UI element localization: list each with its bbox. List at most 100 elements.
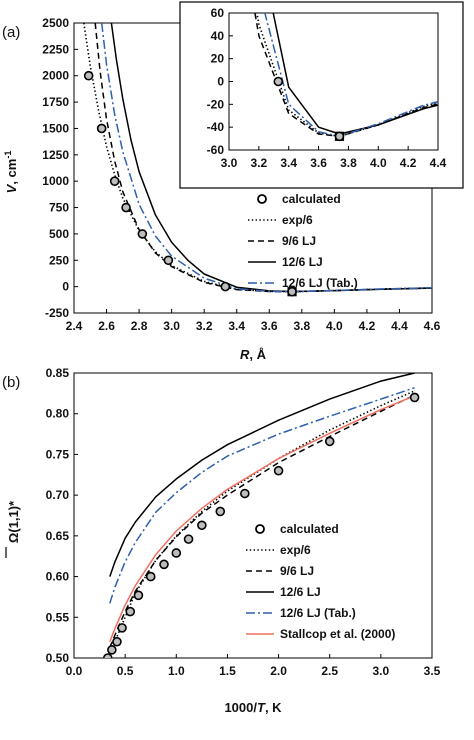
panel-a-x-tick-label: 4.2	[359, 319, 376, 333]
panel-b-y-tick-label: 0.50	[46, 651, 70, 665]
panel-b-x-tick-label: 0.0	[66, 664, 83, 678]
panel-a: (a) -250 0 250 500 750 1000 1250 1500 1750 2000 22…	[2, 1, 464, 362]
panel-a-y-tick-label: 750	[49, 201, 69, 215]
panel-a-inset-minimum-square	[334, 131, 345, 141]
panel-a-inset-x-tick-label: 4.4	[430, 156, 447, 170]
panel-a-y-tick-label: 2500	[42, 16, 69, 30]
panel-b-legend-label: 12/6 LJ	[280, 585, 321, 599]
panel-b-calculated-point	[183, 534, 194, 544]
panel-b-plot-frame	[73, 372, 433, 659]
panel-a-inset-y-tick-label: 0	[217, 75, 224, 89]
panel-b-x-tick-label: 1.0	[168, 664, 185, 678]
panel-a-inset-lines	[254, 13, 438, 142]
panel-a-inset-y-tick-label: -20	[207, 97, 225, 111]
panel-b-calculated-point	[133, 590, 144, 601]
panel-a-legend-marker-calculated	[257, 194, 267, 204]
panel-a-calculated-point	[121, 202, 131, 213]
panel-b-calculated-point	[324, 436, 335, 447]
panel-a-x-axis-unit: , Å	[249, 347, 266, 362]
panel-a-calculated-point	[137, 229, 148, 239]
panel-b-series-12-6-lj	[109, 373, 415, 577]
panel-b-x-ticks: 0.0 0.5 1.0 1.5 2.0 2.5 3.0 3.5	[66, 654, 441, 678]
panel-a-y-tick-label: 1000	[42, 174, 69, 188]
panel-b-x-tick-label: 2.0	[270, 664, 287, 678]
panel-a-x-tick-label: 2.4	[66, 319, 83, 333]
panel-a-inset-y-tick-label: 60	[211, 6, 225, 20]
panel-b-legend-label: 12/6 LJ (Tab.)	[280, 606, 356, 620]
panel-a-y-axis-unit: , cm	[4, 159, 19, 185]
panel-a-inset-x-tick-label: 3.4	[280, 156, 297, 170]
panel-b-x-axis-pre: 1000/	[224, 700, 257, 715]
panel-b-calculated-point	[159, 559, 169, 570]
panel-b-calculated-point	[117, 623, 127, 633]
panel-a-y-tick-label: 2000	[42, 69, 69, 83]
panel-a-inset-y-tick-label: -40	[207, 120, 225, 134]
panel-a-series	[83, 23, 432, 297]
panel-a-inset-x-tick-label: 3.6	[310, 156, 327, 170]
panel-a-legend-label: 12/6 LJ (Tab.)	[282, 276, 358, 290]
panel-a-inset-x-tick-label: 4.2	[400, 156, 417, 170]
panel-a-y-tick-label: 1500	[42, 121, 69, 135]
panel-b-calculated-point	[273, 465, 284, 476]
panel-b-legend-label: exp/6	[280, 543, 311, 557]
panel-b-legend-marker-calculated	[255, 524, 265, 534]
panel-a-calculated-point	[96, 123, 107, 134]
panel-a-x-tick-label: 3.6	[261, 319, 278, 333]
panel-b: (b) 0.50 0.55 0.60 0.65 0.70 0.75 0.80 0.85 0.0…	[2, 366, 441, 715]
panel-b-x-axis-var: T	[257, 700, 266, 715]
panel-a-x-tick-label: 3.8	[293, 319, 310, 333]
panel-b-y-ticks: 0.50 0.55 0.60 0.65 0.70 0.75 0.80 0.85	[46, 366, 78, 665]
panel-a-inset-series-12-6-lj	[272, 13, 438, 135]
panel-a-x-ticks: 2.4 2.6 2.8 3.0 3.2 3.4 3.6 3.8 4.0 4.2 4.4 4.6	[66, 309, 441, 333]
panel-a-series-12-6-lj-tab	[100, 23, 432, 293]
panel-b-calculated-point	[145, 571, 156, 582]
panel-a-inset-series-12-6-lj-tab	[264, 13, 438, 138]
panel-b-calculated-point	[125, 606, 136, 617]
panel-b-x-tick-label: 1.5	[219, 664, 236, 678]
panel-a-y-tick-label: 1250	[42, 148, 69, 162]
panel-a-x-axis-var: R	[240, 347, 250, 362]
panel-b-lines	[102, 373, 420, 658]
panel-a-y-tick-label: 1750	[42, 95, 69, 109]
panel-b-calculated-point	[102, 653, 113, 658]
panel-b-series-9-6-lj	[109, 394, 415, 648]
panel-a-legend-label: 12/6 LJ	[282, 255, 323, 269]
panel-a-y-tick-label: 250	[49, 253, 69, 267]
panel-a-inset-x-tick-label: 3.0	[221, 156, 238, 170]
panel-a-inset: 60 40 20 0 -20 -40 -60 3.0 3.2 3.4 3.6 3.8 4.0 4.2 4.…	[179, 1, 464, 189]
panel-b-series-12-6-lj-tab	[109, 386, 415, 604]
panel-a-lines	[83, 23, 432, 297]
panel-a-y-tick-label: 0	[62, 280, 69, 294]
panel-b-calculated-point	[240, 488, 250, 499]
panel-b-legend-label: 9/6 LJ	[280, 564, 314, 578]
panel-b-y-tick-label: 0.80	[46, 407, 70, 421]
panel-a-inset-y-tick-label: 20	[211, 52, 225, 66]
panel-b-y-axis-rest: (1,1)*	[6, 500, 21, 533]
panel-b-y-tick-label: 0.65	[46, 529, 70, 543]
panel-b-y-tick-label: 0.60	[46, 570, 70, 584]
panel-a-y-axis-sup: -1	[3, 151, 13, 159]
panel-b-label: (b)	[2, 374, 20, 391]
panel-a-y-ticks: -250 0 250 500 750 1000 1250 1500 1750 2000 2250 25…	[42, 16, 78, 320]
panel-a-legend-label: calculated	[282, 192, 341, 206]
panel-a-inset-x-tick-label: 3.2	[251, 156, 268, 170]
panel-a-calculated-point	[109, 176, 120, 186]
panel-b-legend-label: Stallcop et al. (2000)	[280, 627, 395, 641]
panel-b-calculated-point	[107, 645, 117, 655]
panel-a-y-axis-var: V	[4, 183, 19, 193]
panel-a-inset-y-tick-label: 40	[211, 29, 225, 43]
panel-a-inset-box	[179, 1, 464, 189]
panel-a-x-tick-label: 4.4	[391, 319, 408, 333]
panel-b-calculated-point	[171, 548, 182, 558]
panel-a-x-tick-label: 3.0	[163, 319, 180, 333]
panel-b-y-tick-label: 0.85	[46, 366, 70, 380]
panel-a-x-tick-label: 2.6	[98, 319, 115, 333]
panel-b-x-tick-label: 2.5	[321, 664, 338, 678]
panel-b-legend-label: calculated	[280, 522, 339, 536]
panel-a-x-tick-label: 3.2	[196, 319, 213, 333]
panel-b-x-axis-unit: , K	[265, 700, 282, 715]
panel-b-series	[102, 373, 420, 658]
panel-a-calculated-point	[83, 70, 94, 81]
panel-a-x-tick-label: 4.6	[424, 319, 441, 333]
